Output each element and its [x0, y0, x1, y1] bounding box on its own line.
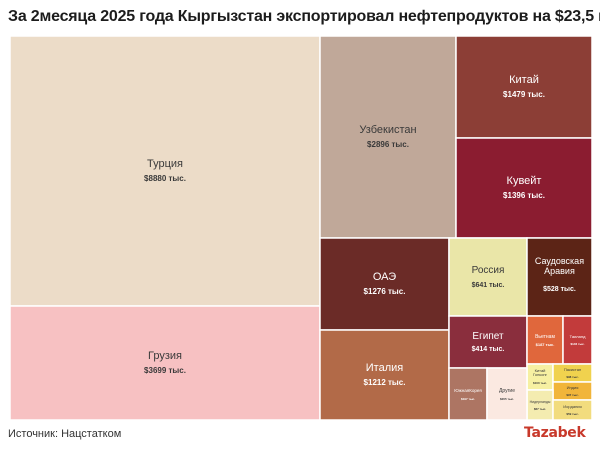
tile-2-value: $3699 тыс.	[144, 366, 186, 375]
tile-5: Кувейт $1396 тыс.	[455, 137, 593, 239]
tile-11-rect	[526, 315, 564, 365]
tile-1-name: Турция	[147, 158, 183, 170]
tile-18-rect	[448, 367, 488, 421]
tile-7-name: Италия	[366, 362, 404, 374]
tile-1: Турция $8880 тыс.	[9, 35, 321, 307]
tile-19-rect	[486, 367, 528, 421]
tile-11: Вьетнам $187 тыс.	[526, 315, 564, 365]
tile-8: Россия $641 тыс.	[448, 237, 528, 317]
tile-3-value: $2896 тыс.	[367, 140, 409, 149]
source-caption: Источник: Нацстатком	[8, 428, 122, 440]
tile-6-rect	[319, 237, 450, 331]
tile-1-value: $8880 тыс.	[144, 174, 186, 183]
tile-9-name: Саудовская Аравия	[535, 256, 584, 276]
tile-17-value: $59 тыс.	[566, 412, 579, 416]
tile-9: Саудовская Аравия $528 тыс.	[526, 237, 593, 317]
tile-5-rect	[455, 137, 593, 239]
tile-3-rect	[319, 35, 457, 239]
tile-9-rect	[526, 237, 593, 317]
tile-14-name: Пакистан	[564, 367, 581, 372]
tile-13-name: Китай Гонконг	[533, 368, 548, 377]
tile-10-value: $414 тыс.	[472, 346, 505, 353]
tile-13-value: $100 тыс.	[533, 381, 547, 385]
tile-5-value: $1396 тыс.	[503, 191, 545, 200]
tile-12: Таиланд $146 тыс.	[562, 315, 593, 365]
tile-6-name: ОАЭ	[373, 271, 396, 283]
tile-8-name: Россия	[472, 265, 505, 276]
tile-2-rect	[9, 305, 321, 421]
tile-5-name: Кувейт	[507, 175, 542, 187]
tile-4-value: $1479 тыс.	[503, 90, 545, 99]
tile-7-rect	[319, 329, 450, 421]
tile-16-value: $67 тыс.	[534, 407, 547, 411]
tile-3: Узбекистан $2896 тыс.	[319, 35, 457, 239]
tile-2: Грузия $3699 тыс.	[9, 305, 321, 421]
tile-17-name: Иордания	[563, 404, 581, 409]
tile-8-value: $641 тыс.	[472, 282, 505, 289]
tile-18: ЮжнаяКорея $197 тыс.	[448, 367, 488, 421]
tile-4-name: Китай	[509, 74, 539, 86]
tile-10: Египет $414 тыс.	[448, 315, 528, 369]
tile-7-value: $1212 тыс.	[364, 378, 406, 387]
tile-10-name: Египет	[472, 331, 504, 342]
tile-12-name: Таиланд	[570, 334, 586, 339]
tile-10-rect	[448, 315, 528, 369]
tile-16-name: Нидерланды	[530, 400, 551, 404]
tile-9-value: $528 тыс.	[543, 286, 576, 293]
tile-12-rect	[562, 315, 593, 365]
tile-17-rect	[552, 399, 593, 421]
tile-19: Другие $205 тыс.	[486, 367, 528, 421]
tile-18-name: ЮжнаяКорея	[454, 388, 482, 393]
tile-11-value: $187 тыс.	[536, 342, 555, 347]
tile-4-rect	[455, 35, 593, 139]
tile-2-name: Грузия	[148, 350, 182, 362]
tile-1-rect	[9, 35, 321, 307]
tile-19-name: Другие	[499, 388, 515, 394]
tile-8-rect	[448, 237, 528, 317]
tile-6: ОАЭ $1276 тыс.	[319, 237, 450, 331]
tile-4: Китай $1479 тыс.	[455, 35, 593, 139]
tile-6-value: $1276 тыс.	[364, 287, 406, 296]
tile-13: Китай Гонконг $100 тыс.	[526, 363, 554, 391]
tile-15-name: Индия	[567, 385, 579, 390]
chart-title: За 2месяца 2025 года Кыргызстан экспорти…	[8, 8, 600, 25]
tile-14-value: $98 тыс.	[566, 375, 579, 379]
tile-3-name: Узбекистан	[359, 124, 416, 136]
tile-19-value: $205 тыс.	[500, 397, 514, 401]
tile-15-value: $97 тыс.	[566, 393, 579, 397]
tile-11-name: Вьетнам	[535, 334, 555, 340]
tile-15: Индия $97 тыс.	[552, 381, 593, 401]
tile-16: Нидерланды $67 тыс.	[526, 389, 554, 421]
tile-7: Италия $1212 тыс.	[319, 329, 450, 421]
tile-12-value: $146 тыс.	[570, 342, 584, 346]
tile-18-value: $197 тыс.	[461, 397, 475, 401]
tile-17: Иордания $59 тыс.	[552, 399, 593, 421]
tile-16-rect	[526, 389, 554, 421]
brand-logo: Tazabek	[524, 425, 586, 441]
tile-14: Пакистан $98 тыс.	[552, 363, 593, 383]
